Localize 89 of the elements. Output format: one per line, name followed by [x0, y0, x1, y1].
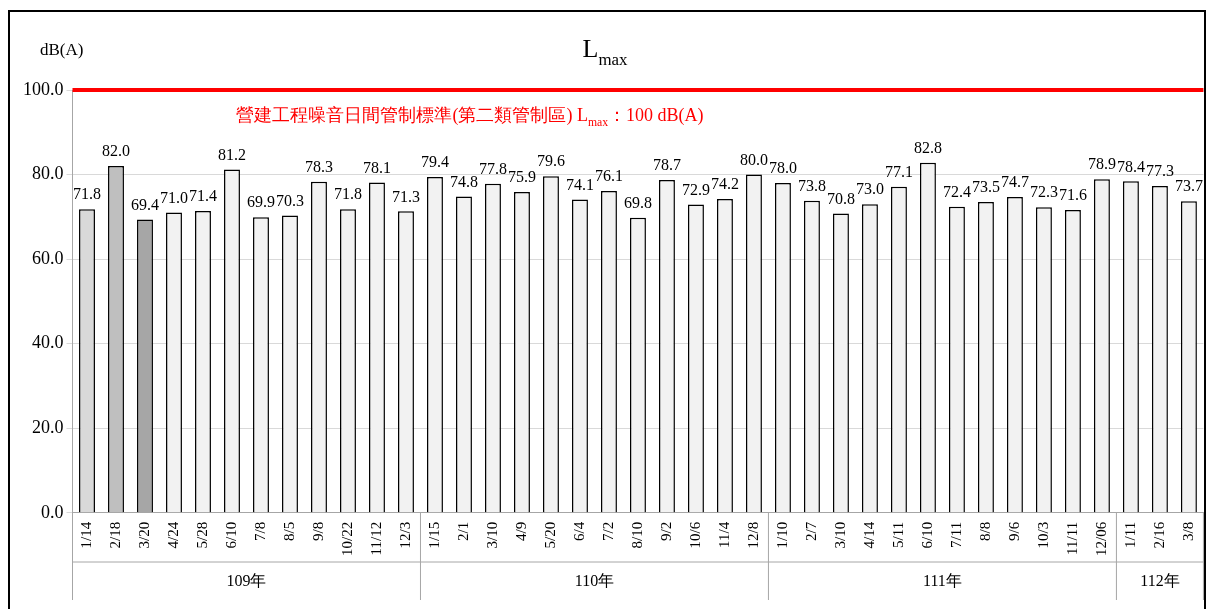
y-tick-label: 100.0 [23, 78, 64, 99]
x-tick-label: 2/7 [802, 521, 819, 541]
x-tick-label: 2/16 [1150, 521, 1167, 549]
data-label: 78.4 [1116, 157, 1145, 175]
text: 109年 [226, 572, 267, 590]
x-tick-label: 3/10 [483, 521, 500, 549]
x-tick-label: 2/1 [454, 521, 471, 541]
data-label: 76.1 [594, 167, 623, 185]
x-tick-label: 8/10 [628, 521, 645, 549]
x-tick-label: 2/18 [106, 521, 123, 549]
x-tick-label: 12/8 [744, 521, 761, 549]
data-label: 72.3 [1029, 183, 1058, 201]
data-label: 71.6 [1058, 186, 1087, 204]
x-tick-label: 4/14 [860, 521, 877, 549]
x-tick-label: 9/6 [1005, 521, 1022, 541]
data-label: 71.8 [73, 185, 101, 203]
data-label: 79.6 [536, 152, 565, 170]
data-label: 74.2 [710, 175, 739, 193]
data-label: 72.4 [942, 182, 971, 200]
x-tick-label: 12/06 [1092, 521, 1109, 556]
data-label: 77.3 [1145, 162, 1174, 180]
data-label: 78.1 [362, 158, 391, 176]
data-label: 70.3 [275, 191, 304, 209]
data-label: 69.4 [131, 195, 159, 213]
x-tick-label: 6/4 [570, 521, 587, 541]
x-tick-label: 11/4 [715, 521, 732, 548]
x-tick-label: 10/22 [338, 521, 355, 556]
x-tick-label: 6/10 [222, 521, 239, 549]
x-tick-label: 5/11 [889, 521, 906, 548]
data-label: 82.0 [102, 142, 130, 160]
y-tick-label: 20.0 [32, 417, 64, 437]
data-label: 71.4 [188, 187, 217, 205]
data-label: 75.9 [507, 168, 536, 186]
data-label: 78.0 [768, 159, 797, 177]
x-tick-label: 1/10 [773, 521, 790, 549]
x-tick-label: 11/12 [367, 521, 384, 556]
data-label: 74.7 [1000, 173, 1029, 191]
data-label: 72.9 [681, 180, 710, 198]
data-label: 82.8 [913, 138, 942, 156]
x-tick-label: 10/3 [1034, 521, 1051, 549]
data-label: 71.8 [333, 185, 362, 203]
data-label: 69.9 [246, 193, 275, 211]
x-tick-label: 5/28 [193, 521, 210, 549]
x-tick-label: 3/20 [135, 521, 152, 549]
data-label: 77.8 [478, 160, 507, 178]
x-tick-label: 7/2 [599, 521, 616, 541]
x-tick-label: 10/6 [686, 521, 703, 549]
x-tick-label: 11/11 [1063, 521, 1080, 555]
data-label: 74.8 [449, 172, 478, 190]
x-tick-label: 1/15 [425, 521, 442, 549]
x-tick-label: 7/11 [947, 521, 964, 548]
x-tick-label: 1/11 [1121, 521, 1138, 548]
data-label: 73.5 [971, 178, 1000, 196]
x-tick-label: 3/10 [831, 521, 848, 549]
x-tick-label: 12/3 [396, 521, 413, 549]
x-tick-label: 7/8 [251, 521, 268, 541]
data-label: 73.0 [855, 180, 884, 198]
y-tick-label: 0.0 [41, 501, 64, 522]
data-label: 80.0 [739, 150, 768, 168]
data-label: 81.2 [217, 145, 246, 163]
y-tick-label: 60.0 [32, 247, 64, 268]
x-tick-label: 4/24 [164, 521, 181, 549]
x-tick-label: 5/20 [541, 521, 558, 549]
data-label: 69.8 [623, 193, 652, 211]
data-label: 73.7 [1174, 177, 1203, 195]
data-label: 78.3 [304, 157, 333, 175]
data-label: 70.8 [826, 189, 855, 207]
data-label: 78.9 [1087, 155, 1116, 173]
x-tick-label: 6/10 [918, 521, 935, 549]
x-tick-label: 1/14 [77, 521, 94, 549]
text: 110年 [574, 572, 615, 590]
data-label: 79.4 [420, 153, 449, 171]
data-label: 77.1 [884, 163, 913, 181]
y-axis-title: dB(A) [40, 40, 84, 59]
data-label: 74.1 [565, 175, 594, 193]
x-tick-label: 9/8 [309, 521, 326, 541]
y-tick-label: 40.0 [32, 332, 64, 353]
x-tick-label: 8/5 [280, 521, 297, 541]
x-tick-label: 9/2 [657, 521, 674, 541]
x-tick-label: 8/8 [976, 521, 993, 541]
data-label: 73.8 [797, 176, 826, 194]
data-label: 71.3 [391, 187, 420, 205]
data-label: 78.7 [652, 156, 681, 174]
data-label: 71.0 [159, 188, 188, 206]
y-tick-label: 80.0 [32, 163, 64, 184]
x-tick-label: 3/8 [1179, 521, 1196, 541]
x-tick-label: 4/9 [512, 521, 529, 541]
text: 111年 [923, 572, 962, 590]
text: 112年 [1140, 572, 1180, 590]
